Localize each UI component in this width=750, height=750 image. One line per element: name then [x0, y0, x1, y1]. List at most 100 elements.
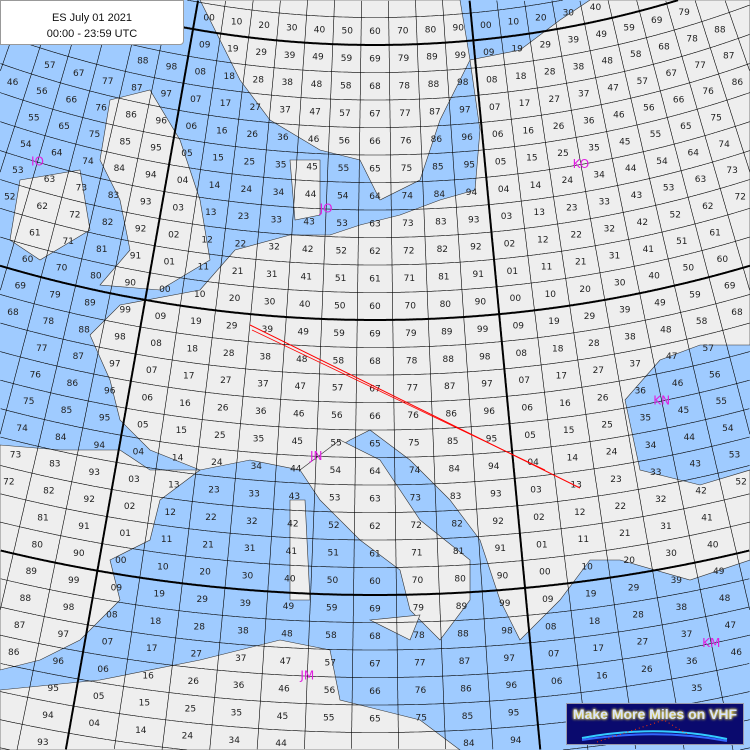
square-label: 47 — [280, 657, 291, 667]
square-label: 76 — [407, 411, 419, 421]
meridian-line — [209, 0, 281, 750]
square-label: 03 — [128, 475, 139, 485]
square-label: 05 — [524, 431, 535, 441]
parallel-line — [186, 0, 564, 18]
square-label: 02 — [168, 231, 179, 241]
square-label: 66 — [369, 412, 381, 422]
square-label: 86 — [8, 648, 20, 658]
meridian-line — [161, 0, 254, 750]
square-label: 29 — [226, 322, 238, 332]
parallel-line — [0, 408, 750, 458]
square-label: 46 — [613, 110, 625, 120]
square-label: 16 — [142, 672, 154, 682]
square-label: 40 — [648, 272, 660, 282]
square-label: 12 — [537, 235, 548, 245]
square-label: 97 — [503, 654, 514, 664]
square-label: 35 — [588, 144, 599, 154]
square-label: 60 — [369, 302, 381, 312]
square-label: 99 — [119, 306, 131, 316]
square-label: 80 — [90, 272, 102, 282]
square-label: 64 — [51, 149, 63, 159]
square-label: 39 — [568, 36, 580, 46]
square-label: 69 — [15, 281, 27, 291]
square-label: 30 — [614, 279, 626, 289]
land-sicily — [368, 614, 421, 641]
square-label: 44 — [290, 465, 302, 475]
square-label: 25 — [214, 431, 225, 441]
square-label: 28 — [193, 622, 205, 632]
square-label: 10 — [231, 17, 243, 27]
meridian-line — [579, 0, 734, 750]
square-label: 88 — [137, 57, 149, 67]
square-label: 60 — [369, 577, 381, 587]
square-label: 43 — [289, 492, 300, 502]
square-label: 77 — [36, 344, 47, 354]
square-label: 85 — [61, 406, 72, 416]
square-label: 93 — [468, 215, 479, 225]
square-label: 88 — [714, 26, 726, 36]
square-label: 36 — [255, 407, 267, 417]
square-label: 67 — [369, 659, 380, 669]
square-label: 85 — [447, 437, 458, 447]
square-label: 75 — [23, 397, 34, 407]
square-label: 50 — [683, 264, 695, 274]
square-label: 41 — [300, 272, 311, 282]
square-label: 19 — [190, 317, 202, 327]
square-label: 56 — [643, 104, 655, 114]
square-label: 38 — [676, 603, 688, 613]
square-label: 24 — [562, 176, 574, 186]
square-label: 84 — [463, 739, 475, 749]
square-label: 27 — [637, 638, 648, 648]
square-label: 98 — [166, 63, 178, 73]
square-label: 69 — [724, 281, 736, 291]
square-label: 23 — [566, 203, 577, 213]
field-label-jm: JM — [299, 669, 314, 683]
square-label: 43 — [631, 191, 642, 201]
square-label: 92 — [492, 517, 503, 527]
square-label: 49 — [312, 53, 324, 63]
square-label: 69 — [369, 329, 381, 339]
square-label: 35 — [640, 414, 651, 424]
square-label: 02 — [504, 240, 515, 250]
square-label: 58 — [630, 50, 642, 60]
square-label: 09 — [513, 322, 525, 332]
square-label: 75 — [408, 439, 419, 449]
square-label: 14 — [209, 181, 221, 191]
square-label: 70 — [397, 26, 409, 36]
square-label: 79 — [49, 290, 61, 300]
square-label: 65 — [369, 439, 380, 449]
square-label: 37 — [578, 90, 589, 100]
square-label: 84 — [114, 164, 126, 174]
square-label: 18 — [223, 72, 235, 82]
square-label: 51 — [327, 549, 338, 559]
square-label: 35 — [253, 435, 264, 445]
square-label: 26 — [641, 665, 653, 675]
square-label: 20 — [623, 556, 635, 566]
square-label: 88 — [457, 629, 469, 639]
square-label: 71 — [62, 237, 73, 247]
path-line-secondary — [251, 329, 546, 471]
square-label: 02 — [533, 513, 544, 523]
parallel-line — [0, 121, 750, 183]
square-label: 25 — [244, 158, 255, 168]
square-label: 24 — [211, 458, 223, 468]
square-label: 78 — [406, 356, 418, 366]
square-label: 55 — [28, 114, 39, 124]
square-label: 61 — [29, 228, 40, 238]
square-label: 70 — [412, 576, 424, 586]
square-label: 36 — [583, 117, 595, 127]
square-label: 48 — [660, 325, 672, 335]
square-label: 00 — [203, 13, 215, 23]
square-label: 31 — [660, 522, 671, 532]
square-label: 47 — [295, 382, 306, 392]
square-label: 37 — [681, 630, 692, 640]
square-label: 95 — [47, 684, 58, 694]
square-label: 57 — [637, 77, 648, 87]
square-label: 55 — [650, 130, 661, 140]
square-label: 21 — [232, 267, 243, 277]
square-label: 43 — [303, 218, 314, 228]
square-label: 27 — [250, 103, 261, 113]
square-label: 16 — [522, 126, 534, 136]
square-label: 57 — [702, 344, 713, 354]
